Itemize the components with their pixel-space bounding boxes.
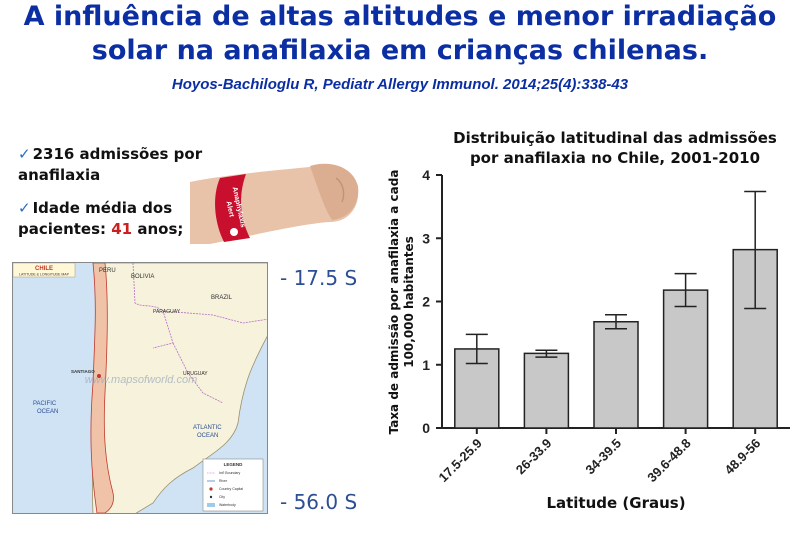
map-legend-item: Country Capital — [219, 487, 243, 491]
bullet-admissions-text: 2316 admissões por anafilaxia — [18, 145, 203, 184]
bar-chart: 0 1 2 3 4 17.5-25.9 26-33.9 34-39.5 39.6-48.8 48.… — [387, 167, 790, 512]
y-tick-label: 3 — [422, 230, 430, 246]
chart-title-line-1: Distribuição latitudinal das admissões — [453, 129, 777, 147]
x-tick-label: 26-33.9 — [513, 436, 555, 478]
y-tick-label: 1 — [422, 357, 430, 373]
bullet-age-suffix: anos; — [132, 220, 184, 238]
chart-title: Distribuição latitudinal das admissões p… — [430, 128, 800, 168]
x-tick-label: 17.5-25.9 — [435, 436, 484, 485]
bullet-list: ✓ 2316 admissões por anafilaxia ✓ Idade mé… — [18, 144, 218, 252]
map-legend-item: Waterbody — [219, 503, 236, 507]
title-line-1: A influência de altas altitudes e menor … — [23, 1, 777, 32]
y-tick-label: 4 — [422, 167, 430, 183]
citation: Hoyos-Bachiloglu R, Pediatr Allergy Immu… — [171, 76, 629, 93]
santiago-marker-icon — [97, 374, 101, 378]
title-line-2: solar na anafilaxia em crianças chilenas… — [91, 35, 709, 66]
bracelet-text-2: Alert — [225, 201, 235, 219]
map-title: CHILE — [35, 266, 53, 272]
map-legend-item: City — [219, 495, 225, 499]
y-tick-label: 2 — [422, 294, 430, 310]
x-axis-label: Latitude (Graus) — [546, 494, 685, 512]
bullet-age-prefix: Idade média dos pacientes: — [18, 199, 173, 238]
map-legend-item: River — [219, 479, 228, 483]
y-axis-label-line-1: Taxa de admissão por anafilaxia a cada — [387, 170, 401, 435]
map-label-atlantic: ATLANTIC — [193, 425, 222, 431]
bar — [593, 320, 639, 429]
x-tick-label: 34-39.5 — [582, 436, 624, 478]
bracelet-badge-icon — [230, 228, 238, 236]
bullet-age-value: 41 — [111, 220, 133, 238]
page-title: A influência de altas altitudes e menor … — [0, 0, 800, 68]
x-tick-label: 48.9-56 — [722, 436, 764, 478]
bracelet-wrist-image: Anaphylaxis Alert — [190, 163, 359, 244]
map-legend-title: LEGEND — [224, 462, 244, 467]
bar — [662, 289, 709, 429]
map-label-atlantic-ocean: OCEAN — [197, 433, 218, 439]
map-label-santiago: SANTIAGO — [71, 369, 95, 374]
map-label-bolivia: BOLIVIA — [131, 274, 154, 280]
y-axis-label-line-2: 100,000 habitantes — [402, 236, 416, 368]
map-label-uruguay: URUGUAY — [183, 371, 208, 377]
chile-map: CHILE LATITUDE & LONGITUDE MAP PERU BOLI… — [12, 262, 268, 514]
map-label-pacific-ocean: OCEAN — [37, 409, 58, 415]
latitude-top-label: - 17.5 S — [280, 266, 358, 290]
map-label-pacific: PACIFIC — [33, 401, 57, 407]
check-icon: ✓ — [18, 199, 31, 217]
check-icon: ✓ — [18, 145, 31, 163]
map-label-brazil: BRAZIL — [211, 295, 233, 301]
bullet-admissions: ✓ 2316 admissões por anafilaxia — [18, 144, 218, 186]
map-label-paraguay: PARAGUAY — [153, 309, 181, 315]
y-tick-label: 0 — [422, 420, 430, 436]
bullet-age: ✓ Idade média dos pacientes: 41 anos; — [18, 198, 218, 240]
map-legend-item: Int'l Boundary — [219, 471, 241, 475]
x-tick-label: 39.6-48.8 — [644, 436, 693, 485]
map-subtitle: LATITUDE & LONGITUDE MAP — [19, 273, 70, 277]
bar — [523, 352, 570, 429]
map-watermark: www.mapsofworld.com — [85, 374, 197, 386]
map-label-peru: PERU — [99, 268, 116, 274]
latitude-bottom-label: - 56.0 S — [280, 490, 358, 514]
chart-title-line-2: por anafilaxia no Chile, 2001-2010 — [469, 149, 761, 167]
